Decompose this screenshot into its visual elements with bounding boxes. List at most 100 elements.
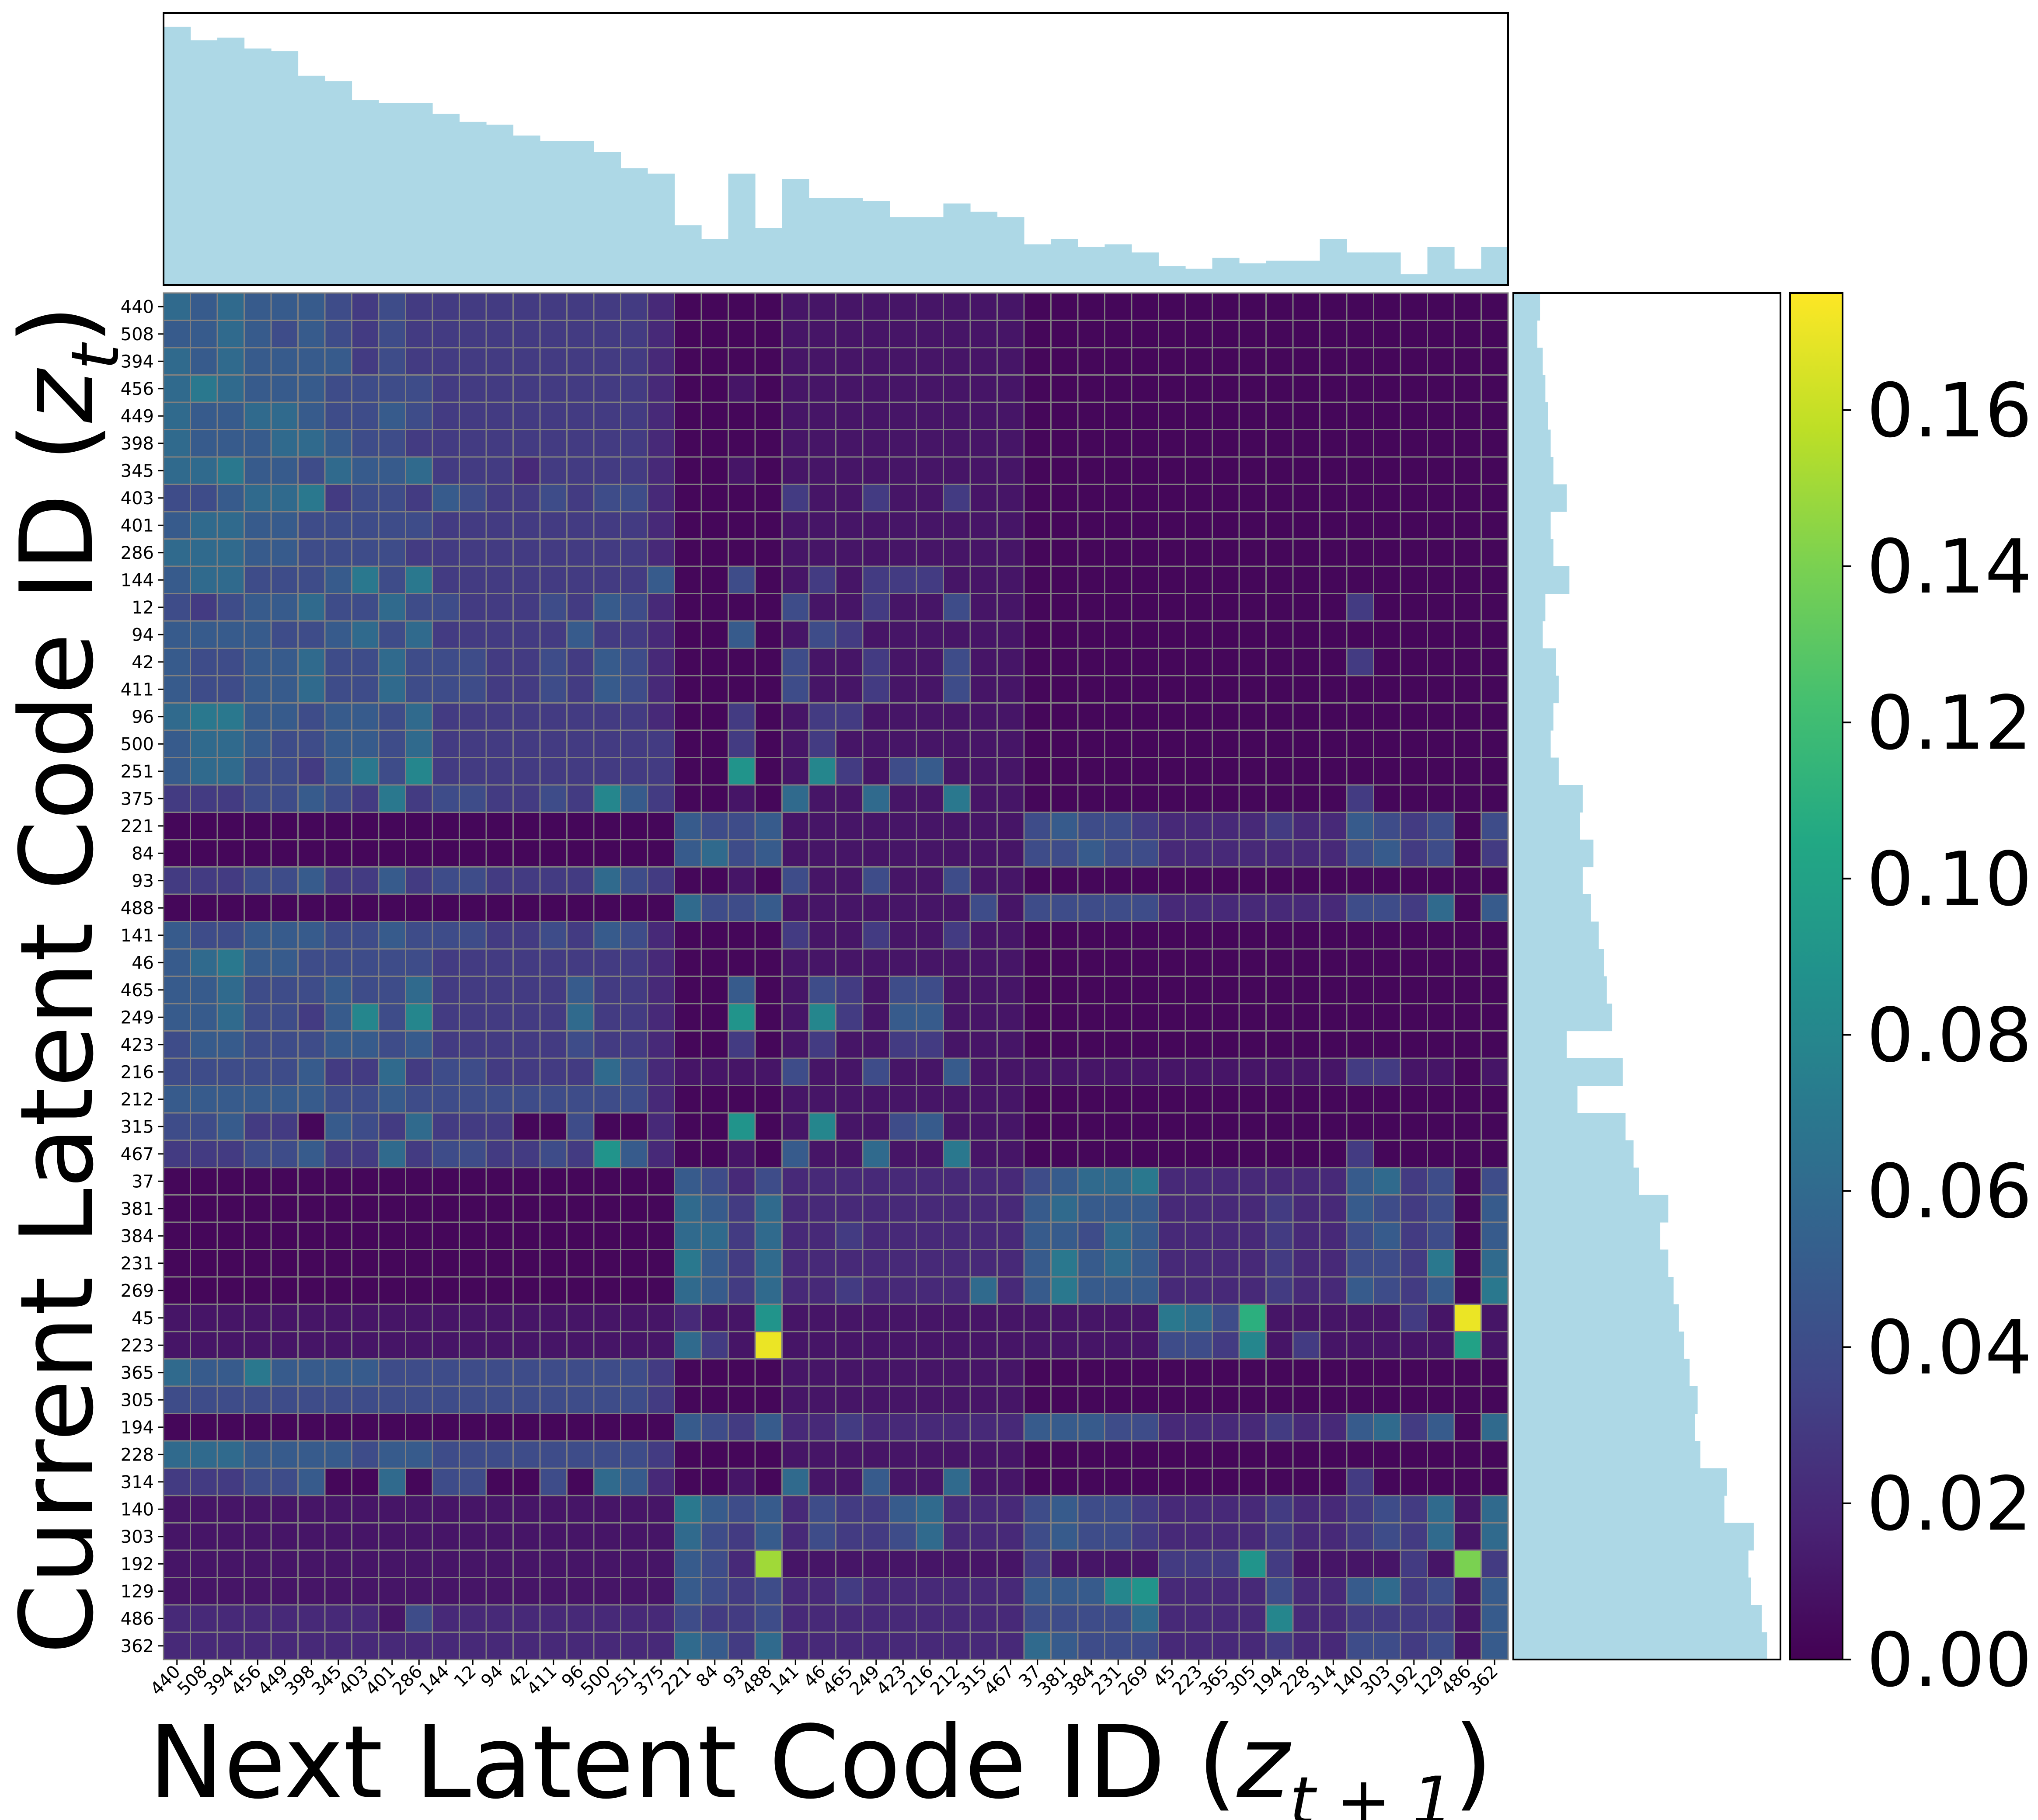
heatmap-cell [324,784,352,813]
heatmap-cell [1050,620,1079,649]
heatmap-cell [728,1413,756,1442]
heatmap-cell [1292,948,1320,977]
heatmap-cell [216,1057,245,1086]
top-marginal-bar [1158,266,1186,285]
heatmap-cell [244,401,272,430]
heatmap-cell [674,401,702,430]
heatmap-cell [1373,729,1401,758]
heatmap-cell [459,729,487,758]
heatmap-cell [781,729,810,758]
heatmap-cell [1453,1577,1482,1606]
heatmap-cell [996,401,1025,430]
heatmap-cell [1400,702,1428,731]
heatmap-cell [163,1331,191,1360]
heatmap-cell [539,620,568,649]
heatmap-cell [324,292,352,321]
heatmap-cell [620,648,648,676]
heatmap-cell [566,1194,595,1223]
heatmap-cell [1238,292,1267,321]
heatmap-cell [1400,1140,1428,1168]
heatmap-cell [889,976,917,1004]
heatmap-cell [244,1221,272,1250]
heatmap-cell [916,1057,944,1086]
heatmap-cell [1158,675,1186,704]
heatmap-cell [943,784,971,813]
heatmap-cell [620,1003,648,1032]
heatmap-cell [1319,565,1348,594]
top-marginal-bar [1427,247,1455,285]
heatmap-cell [485,1057,514,1086]
heatmap-cell [163,1276,191,1305]
heatmap-cell [969,1304,998,1332]
heatmap-cell [916,620,944,649]
heatmap-cell [1077,620,1105,649]
heatmap-cell [889,1221,917,1250]
heatmap-cell [1481,456,1509,485]
heatmap-cell [1373,948,1401,977]
heatmap-cell [1077,484,1105,513]
heatmap-cell [539,1495,568,1524]
heatmap-cell [1319,347,1348,376]
heatmap-cell [539,1331,568,1360]
heatmap-cell [996,812,1025,840]
heatmap-cell [1292,1632,1320,1660]
heatmap-cell [996,729,1025,758]
heatmap-cell [1050,320,1079,349]
heatmap-cell [1077,1577,1105,1606]
heatmap-cell [512,320,541,349]
heatmap-cell [1265,729,1294,758]
heatmap-cell [889,1194,917,1223]
heatmap-cell [781,1085,810,1114]
heatmap-cell [566,565,595,594]
heatmap-cell [1346,839,1374,868]
heatmap-cell [700,1194,729,1223]
heatmap-cell [1265,866,1294,895]
heatmap-cell [647,729,675,758]
heatmap-cell [1373,484,1401,513]
heatmap-cell [647,1468,675,1496]
heatmap-cell [1453,320,1482,349]
heatmap-cell [1373,1468,1401,1496]
heatmap-cell [835,401,864,430]
heatmap-cell [1319,1331,1348,1360]
heatmap-cell [754,401,783,430]
heatmap-cell [351,1085,380,1114]
heatmap-cell [1292,565,1320,594]
heatmap-cell [351,1604,380,1633]
heatmap-cell [835,1468,864,1496]
heatmap-cell [862,456,890,485]
heatmap-cell [459,538,487,567]
heatmap-cell [1292,812,1320,840]
heatmap-cell [324,1632,352,1660]
heatmap-cell [378,1276,406,1305]
heatmap-cell [1400,1604,1428,1633]
heatmap-cell [1023,1413,1052,1442]
heatmap-cell [1158,1030,1186,1059]
heatmap-cell [432,1495,460,1524]
heatmap-cell [1481,1112,1509,1141]
heatmap-cell [459,320,487,349]
heatmap-cell [163,921,191,950]
heatmap-cell [674,1468,702,1496]
heatmap-cell [647,893,675,922]
heatmap-cell [324,948,352,977]
heatmap-cell [1023,456,1052,485]
heatmap-cell [405,1468,433,1496]
heatmap-cell [728,1522,756,1551]
heatmap-cell [1319,374,1348,403]
heatmap-cell [943,1522,971,1551]
heatmap-cell [808,866,836,895]
heatmap-cell [270,1140,299,1168]
heatmap-cell [1481,1604,1509,1633]
heatmap-cell [1158,1249,1186,1278]
right-marginal-bar [1513,566,1570,594]
heatmap-cell [566,429,595,458]
heatmap-cell [781,812,810,840]
heatmap-cell [862,1030,890,1059]
colorbar: 0.000.020.040.060.080.100.120.140.16 [1789,292,2032,1704]
heatmap-cell [1373,893,1401,922]
heatmap-cell [512,948,541,977]
right-marginal-bar [1513,293,1540,321]
heatmap-cell [512,401,541,430]
heatmap-cell [1453,1413,1482,1442]
